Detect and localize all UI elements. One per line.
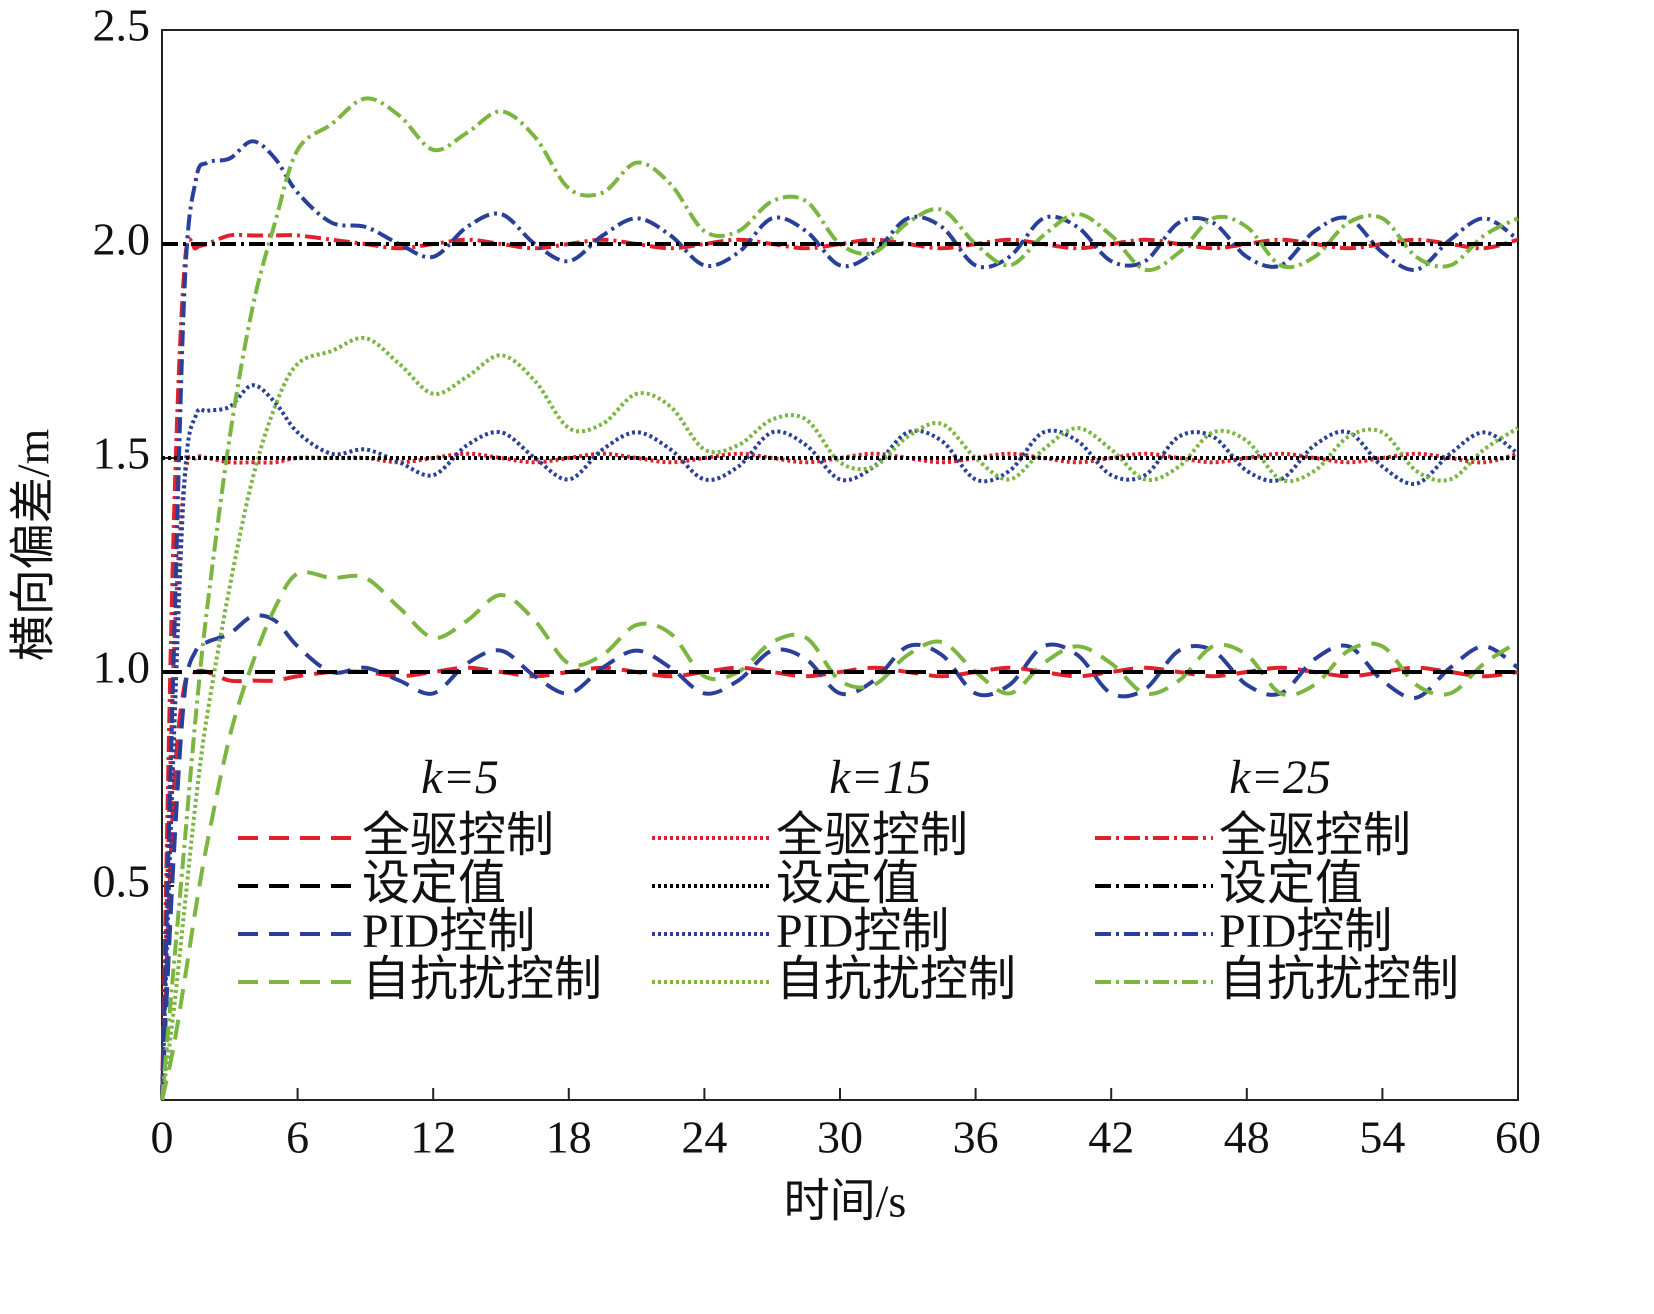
series-line: [160, 139, 1520, 1101]
legend-label: 设定值: [1219, 857, 1363, 910]
x-tick-label: 48: [1224, 1112, 1270, 1163]
y-tick-label: 1.0: [93, 642, 151, 693]
x-tick-label: 18: [546, 1112, 592, 1163]
y-tick-label: 2.5: [93, 0, 151, 51]
series-line: [160, 665, 1519, 1101]
legend-label: 全驱控制: [776, 809, 968, 862]
x-tick-label: 54: [1359, 1112, 1405, 1163]
legend-label: PID控制: [776, 905, 949, 958]
y-tick-label: 2.0: [93, 214, 151, 265]
series-line: [160, 383, 1520, 1101]
legend-title: k=5: [421, 751, 499, 804]
series-line: [160, 96, 1519, 1101]
x-tick-label: 24: [681, 1112, 727, 1163]
legend-label: 自抗扰控制: [776, 953, 1016, 1006]
legend-label: PID控制: [362, 905, 535, 958]
y-tick-label: 1.5: [93, 428, 151, 479]
series-line: [160, 570, 1520, 1101]
legend-label: 全驱控制: [1219, 809, 1411, 862]
x-tick-label: 6: [286, 1112, 309, 1163]
legend-label: 设定值: [362, 857, 506, 910]
x-tick-label: 0: [151, 1112, 174, 1163]
y-axis-label: 横向偏差/m: [8, 429, 59, 662]
legend-label: 设定值: [776, 857, 920, 910]
legend-title: k=15: [829, 751, 931, 804]
legend-label: 全驱控制: [362, 809, 554, 862]
x-tick-label: 12: [410, 1112, 456, 1163]
x-tick-label: 42: [1088, 1112, 1134, 1163]
series-line: [160, 232, 1519, 1101]
legend-label: PID控制: [1219, 905, 1392, 958]
x-tick-label: 60: [1495, 1112, 1541, 1163]
legend-title: k=25: [1229, 751, 1331, 804]
legend-label: 自抗扰控制: [362, 953, 602, 1006]
legend-label: 自抗扰控制: [1219, 953, 1459, 1006]
series-line: [160, 451, 1519, 1101]
y-tick-label: 0.5: [93, 856, 151, 907]
x-tick-label: 30: [817, 1112, 863, 1163]
series-line: [160, 335, 1520, 1101]
series-line: [160, 613, 1520, 1101]
x-tick-label: 36: [953, 1112, 999, 1163]
x-axis-label: 时间/s: [784, 1176, 907, 1227]
